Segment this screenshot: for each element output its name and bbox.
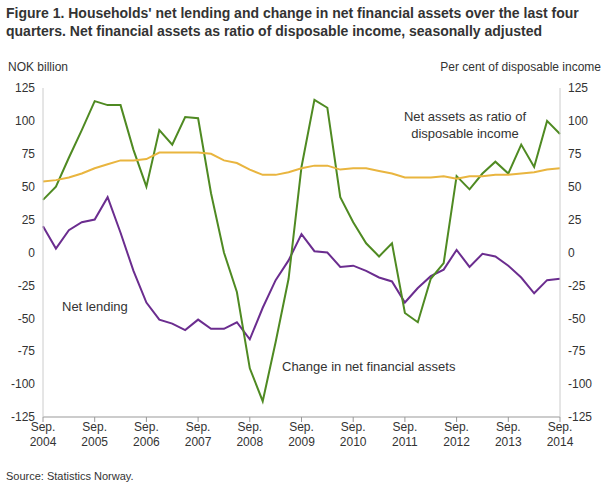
svg-text:Sep.2012: Sep.2012 (443, 420, 470, 449)
svg-text:100: 100 (568, 114, 588, 128)
html-text:Change in net financial assets: Change in net financial assets (282, 359, 456, 374)
html-text:Net assets as ratio of disposa: Net assets as ratio of disposable income (403, 109, 527, 141)
svg-text:0: 0 (568, 246, 575, 260)
html-text:Per cent of disposable income: Per cent of disposable income (440, 60, 601, 74)
svg-text:0: 0 (28, 246, 35, 260)
svg-text:-100: -100 (11, 377, 35, 391)
svg-text:-75: -75 (568, 344, 586, 358)
svg-text:-100: -100 (568, 377, 592, 391)
svg-text:75: 75 (568, 147, 582, 161)
svg-text:Sep.2011: Sep.2011 (392, 420, 418, 449)
svg-text:50: 50 (22, 180, 36, 194)
svg-text:-125: -125 (11, 410, 35, 424)
svg-text:125: 125 (15, 81, 35, 95)
svg-text:Sep.2004: Sep.2004 (30, 420, 57, 449)
svg-text:125: 125 (568, 81, 588, 95)
svg-text:-75: -75 (18, 344, 36, 358)
svg-text:Sep.2006: Sep.2006 (133, 420, 160, 449)
svg-text:75: 75 (22, 147, 36, 161)
svg-text:-50: -50 (568, 312, 586, 326)
svg-text:-125: -125 (568, 410, 592, 424)
html-text:NOK billion: NOK billion (8, 60, 68, 74)
html-text:Source: Statistics Norway.: Source: Statistics Norway. (6, 470, 134, 482)
html-text:Figure 1. Households' net lend: Figure 1. Households' net lending and ch… (6, 5, 579, 39)
svg-text:Sep.2010: Sep.2010 (340, 420, 367, 449)
svg-text:Sep.2013: Sep.2013 (495, 420, 522, 449)
svg-text:Sep.2008: Sep.2008 (236, 420, 263, 449)
svg-text:-50: -50 (18, 312, 36, 326)
svg-text:25: 25 (568, 213, 582, 227)
svg-text:-25: -25 (568, 279, 586, 293)
svg-text:25: 25 (22, 213, 36, 227)
svg-text:Sep.2007: Sep.2007 (185, 420, 212, 449)
svg-text:Sep.2014: Sep.2014 (547, 420, 574, 449)
svg-text:Sep.2005: Sep.2005 (81, 420, 108, 449)
svg-text:50: 50 (568, 180, 582, 194)
html-text:Net lending: Net lending (62, 299, 128, 314)
svg-text:100: 100 (15, 114, 35, 128)
svg-text:-25: -25 (18, 279, 36, 293)
svg-text:Sep.2009: Sep.2009 (288, 420, 315, 449)
